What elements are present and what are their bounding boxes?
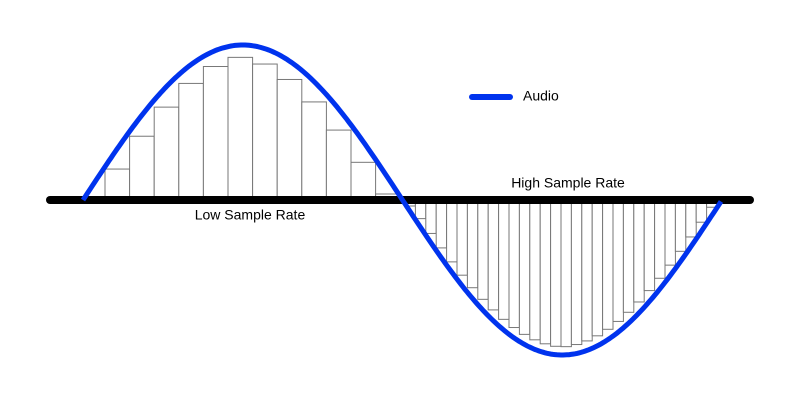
sample-bar — [622, 199, 635, 313]
sample-bar — [539, 199, 552, 345]
sample-bar — [591, 199, 604, 337]
sample-bar — [550, 199, 562, 347]
sample-bar — [435, 199, 448, 249]
sample-bar — [602, 199, 614, 330]
sample-bar — [498, 199, 510, 320]
sample-bar — [581, 199, 593, 342]
audio-wave — [80, 42, 724, 358]
sample-bar — [202, 66, 229, 201]
sample-bar — [487, 199, 500, 311]
sample-bar — [325, 129, 352, 201]
sample-bar — [425, 199, 437, 234]
sample-bar — [654, 199, 666, 279]
sample-bar — [674, 199, 687, 252]
sample-bar — [301, 101, 327, 201]
sample-bar — [446, 199, 458, 263]
sample-bar — [276, 78, 303, 201]
sample-bar — [685, 199, 697, 238]
sample-bar — [570, 199, 583, 346]
sample-bar — [153, 106, 180, 201]
sample-bar — [252, 63, 278, 201]
annotation: High Sample Rate — [511, 175, 625, 191]
sample-bar — [456, 199, 468, 276]
sample-bar — [350, 161, 377, 201]
sample-bar — [612, 199, 624, 322]
sample-bar — [477, 199, 489, 300]
legend-label: Audio — [523, 88, 559, 104]
sample-bar — [529, 199, 541, 341]
sample-bar — [508, 199, 520, 329]
sample-bar — [466, 199, 479, 289]
sample-bar — [227, 56, 254, 201]
sample-bar — [643, 199, 656, 292]
sample-bar — [178, 82, 204, 201]
annotation: Low Sample Rate — [195, 207, 306, 223]
sample-bar — [560, 199, 572, 348]
sample-bar — [518, 199, 531, 335]
sample-bars — [104, 56, 718, 348]
sample-bar — [664, 199, 676, 266]
sample-bar — [633, 199, 645, 303]
sample-bar — [129, 135, 155, 201]
sample-bar — [104, 168, 131, 201]
